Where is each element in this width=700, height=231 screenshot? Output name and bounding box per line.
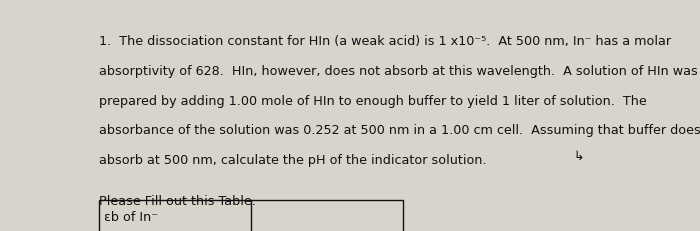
Text: εb of In⁻: εb of In⁻ bbox=[104, 211, 158, 224]
Text: ↳: ↳ bbox=[573, 149, 584, 163]
Text: Please Fill out this Table.: Please Fill out this Table. bbox=[99, 195, 256, 208]
Text: absorptivity of 628.  HIn, however, does not absorb at this wavelength.  A solut: absorptivity of 628. HIn, however, does … bbox=[99, 65, 698, 78]
Text: absorbance of the solution was 0.252 at 500 nm in a 1.00 cm cell.  Assuming that: absorbance of the solution was 0.252 at … bbox=[99, 125, 700, 137]
Text: 1.  The dissociation constant for HIn (a weak acid) is 1 x10⁻⁵.  At 500 nm, In⁻ : 1. The dissociation constant for HIn (a … bbox=[99, 35, 671, 48]
Bar bbox=[99, 200, 403, 231]
Text: prepared by adding 1.00 mole of HIn to enough buffer to yield 1 liter of solutio: prepared by adding 1.00 mole of HIn to e… bbox=[99, 95, 648, 108]
Text: absorb at 500 nm, calculate the pH of the indicator solution.: absorb at 500 nm, calculate the pH of th… bbox=[99, 154, 487, 167]
